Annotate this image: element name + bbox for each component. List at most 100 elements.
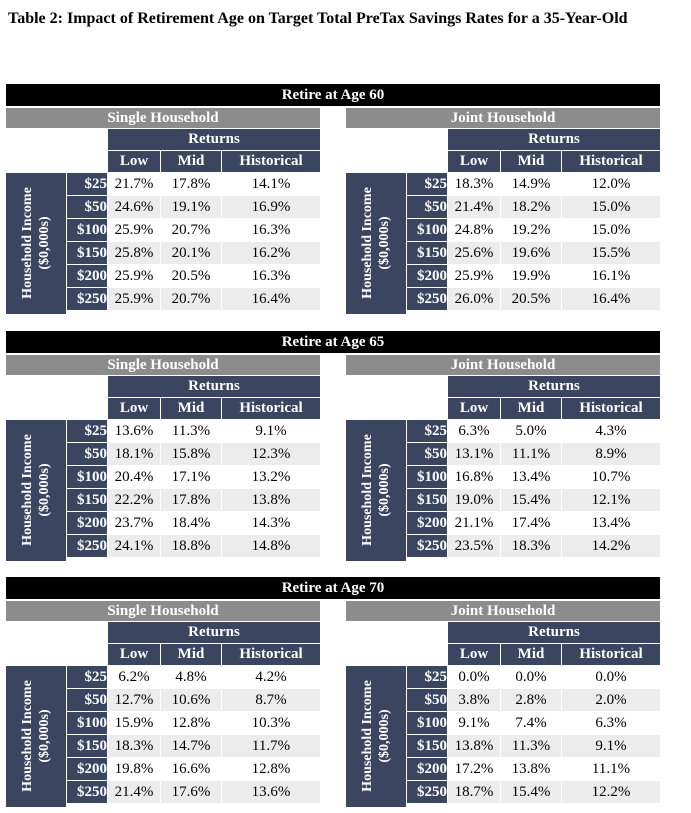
savings-rate-cell: 9.1% — [222, 420, 320, 442]
savings-rate-cell: 18.1% — [108, 443, 160, 465]
savings-rate-cell: 2.8% — [501, 689, 561, 711]
income-level-cell: $250 — [407, 288, 447, 310]
savings-rate-cell: 17.6% — [161, 781, 221, 803]
savings-rate-cell: 12.2% — [562, 781, 660, 803]
income-axis-label: Household Income ($0,000s) — [346, 173, 406, 314]
savings-rate-cell: 18.3% — [501, 535, 561, 557]
savings-rate-cell: 20.5% — [161, 265, 221, 287]
income-label-line2: ($0,000s) — [377, 463, 392, 517]
savings-rate-cell: 18.7% — [448, 781, 500, 803]
income-level-cell: $250 — [67, 781, 107, 803]
table-row: $50 13.1% 11.1% 8.9% — [407, 443, 660, 465]
savings-rate-cell: 16.6% — [161, 758, 221, 780]
table-row: $150 25.8% 20.1% 16.2% — [67, 242, 320, 264]
savings-rate-cell: 12.7% — [108, 689, 160, 711]
savings-rate-cell: 25.6% — [448, 242, 500, 264]
income-level-cell: $200 — [67, 512, 107, 534]
savings-rate-cell: 15.4% — [501, 489, 561, 511]
income-level-cell: $150 — [67, 489, 107, 511]
column-header: Low — [448, 151, 500, 172]
savings-rate-cell: 25.9% — [448, 265, 500, 287]
household-title: Joint Household — [346, 601, 660, 621]
column-header: Historical — [222, 644, 320, 665]
savings-rate-cell: 15.8% — [161, 443, 221, 465]
income-level-cell: $50 — [407, 196, 447, 218]
income-level-cell: $150 — [67, 735, 107, 757]
savings-rate-cell: 25.8% — [108, 242, 160, 264]
savings-rate-cell: 4.8% — [161, 666, 221, 688]
savings-rate-cell: 17.8% — [161, 173, 221, 195]
table-row: $100 9.1% 7.4% 6.3% — [407, 712, 660, 734]
savings-rate-cell: 18.3% — [108, 735, 160, 757]
savings-rate-cell: 21.4% — [448, 196, 500, 218]
savings-rate-cell: 24.8% — [448, 219, 500, 241]
income-level-cell: $100 — [67, 466, 107, 488]
income-level-cell: $100 — [407, 219, 447, 241]
income-level-cell: $25 — [67, 666, 107, 688]
savings-rate-cell: 20.7% — [161, 219, 221, 241]
savings-rate-cell: 18.2% — [501, 196, 561, 218]
income-level-cell: $100 — [67, 712, 107, 734]
savings-rate-cell: 16.3% — [222, 219, 320, 241]
savings-rate-cell: 13.1% — [448, 443, 500, 465]
savings-rate-cell: 14.9% — [501, 173, 561, 195]
savings-rate-cell: 21.7% — [108, 173, 160, 195]
income-level-cell: $25 — [407, 420, 447, 442]
income-label-line2: ($0,000s) — [37, 709, 52, 763]
savings-rate-cell: 26.0% — [448, 288, 500, 310]
savings-rate-cell: 23.7% — [108, 512, 160, 534]
household-title: Joint Household — [346, 355, 660, 375]
income-level-cell: $250 — [67, 288, 107, 310]
column-header: Historical — [562, 398, 660, 419]
income-level-cell: $200 — [407, 265, 447, 287]
column-header: Low — [448, 398, 500, 419]
column-header: Low — [108, 644, 160, 665]
savings-rate-cell: 6.3% — [448, 420, 500, 442]
joint-household-table: Joint Household Returns Low Mid Historical Ho… — [346, 108, 660, 318]
savings-rate-cell: 20.4% — [108, 466, 160, 488]
income-level-cell: $100 — [407, 466, 447, 488]
savings-rate-cell: 21.1% — [448, 512, 500, 534]
table-row: $200 25.9% 20.5% 16.3% — [67, 265, 320, 287]
savings-rate-cell: 11.3% — [161, 420, 221, 442]
savings-rate-cell: 10.7% — [562, 466, 660, 488]
column-header: Mid — [501, 398, 561, 419]
income-level-cell: $25 — [407, 666, 447, 688]
income-label-line1: Household Income — [360, 434, 375, 546]
savings-rate-cell: 19.6% — [501, 242, 561, 264]
savings-rate-cell: 18.3% — [448, 173, 500, 195]
household-title: Single Household — [6, 601, 320, 621]
savings-rate-cell: 22.2% — [108, 489, 160, 511]
income-level-cell: $150 — [407, 242, 447, 264]
section-header: Retire at Age 70 — [6, 577, 660, 599]
income-axis-label: Household Income ($0,000s) — [346, 666, 406, 807]
savings-rate-cell: 15.9% — [108, 712, 160, 734]
income-axis-label: Household Income ($0,000s) — [6, 173, 66, 314]
returns-header: Returns — [108, 129, 320, 150]
savings-rate-cell: 25.9% — [108, 219, 160, 241]
savings-rate-cell: 13.8% — [501, 758, 561, 780]
savings-rate-cell: 0.0% — [448, 666, 500, 688]
savings-rate-cell: 16.3% — [222, 265, 320, 287]
income-level-cell: $50 — [67, 689, 107, 711]
income-level-cell: $200 — [67, 265, 107, 287]
savings-rate-cell: 3.8% — [448, 689, 500, 711]
column-header: Historical — [562, 151, 660, 172]
savings-rate-cell: 13.4% — [562, 512, 660, 534]
income-level-cell: $25 — [67, 173, 107, 195]
savings-rate-cell: 0.0% — [501, 666, 561, 688]
table-row: $100 20.4% 17.1% 13.2% — [67, 466, 320, 488]
table-row: $100 16.8% 13.4% 10.7% — [407, 466, 660, 488]
savings-rate-cell: 12.8% — [161, 712, 221, 734]
savings-rate-cell: 14.2% — [562, 535, 660, 557]
column-header: Mid — [161, 398, 221, 419]
income-level-cell: $50 — [67, 443, 107, 465]
savings-rate-cell: 12.3% — [222, 443, 320, 465]
savings-rate-cell: 15.0% — [562, 219, 660, 241]
savings-rate-cell: 13.8% — [222, 489, 320, 511]
income-level-cell: $250 — [407, 781, 447, 803]
savings-rate-cell: 19.0% — [448, 489, 500, 511]
savings-rate-cell: 6.2% — [108, 666, 160, 688]
income-level-cell: $150 — [407, 735, 447, 757]
savings-rate-cell: 19.1% — [161, 196, 221, 218]
